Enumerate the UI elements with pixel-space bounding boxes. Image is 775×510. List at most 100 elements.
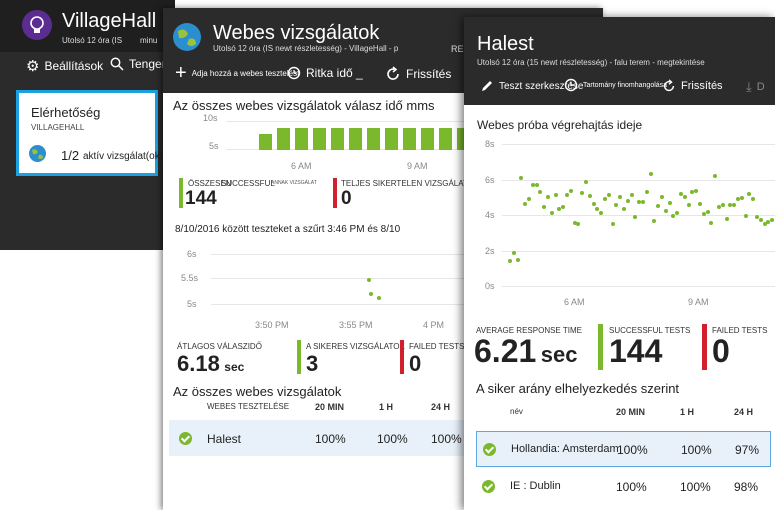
response-time-bar[interactable]	[349, 128, 362, 150]
data-point[interactable]	[549, 211, 554, 216]
data-point[interactable]	[515, 257, 520, 262]
data-point[interactable]	[519, 175, 524, 180]
response-time-bar[interactable]	[403, 128, 416, 150]
data-point[interactable]	[743, 213, 748, 218]
data-point[interactable]	[656, 203, 661, 208]
data-point[interactable]	[561, 204, 566, 209]
data-point[interactable]	[705, 210, 710, 215]
data-point[interactable]	[713, 174, 718, 179]
edit-test-button[interactable]: Teszt szerkesztése	[480, 79, 583, 93]
response-time-bar[interactable]	[295, 128, 308, 150]
data-point[interactable]	[633, 214, 638, 219]
response-time-bar[interactable]	[439, 128, 452, 150]
data-point[interactable]	[770, 217, 775, 222]
data-point[interactable]	[527, 197, 531, 202]
data-point[interactable]	[637, 199, 642, 204]
response-time-bar[interactable]	[277, 128, 290, 150]
data-point[interactable]	[595, 206, 600, 211]
search-button[interactable]: Tenger	[110, 57, 166, 71]
data-point[interactable]	[747, 191, 752, 196]
data-point[interactable]	[565, 193, 569, 198]
filtered-chart[interactable]: 6s 5.5s 5s 3:50 PM 3:55 PM 4 PM	[171, 244, 471, 334]
data-point[interactable]	[663, 208, 668, 213]
data-point[interactable]	[614, 203, 619, 208]
response-time-bar[interactable]	[367, 128, 380, 150]
data-point[interactable]	[576, 221, 581, 226]
response-time-bar[interactable]	[385, 128, 398, 150]
response-time-chart[interactable]: 10s 5s 6 AM 9 AM	[171, 113, 471, 173]
data-point[interactable]	[610, 222, 615, 227]
execution-time-chart[interactable]: 8s 6s 4s 2s 0s 6 AM 9 AM	[472, 135, 775, 310]
data-point[interactable]	[686, 203, 691, 208]
data-point[interactable]	[751, 196, 756, 201]
data-point[interactable]	[648, 172, 653, 177]
data-point[interactable]	[641, 199, 645, 204]
data-point[interactable]	[762, 221, 767, 226]
data-point[interactable]	[739, 195, 744, 200]
data-point[interactable]	[720, 202, 725, 207]
data-point[interactable]	[553, 192, 558, 197]
data-point[interactable]	[572, 220, 577, 225]
data-point[interactable]	[606, 193, 611, 198]
data-point[interactable]	[591, 202, 596, 207]
data-point[interactable]	[755, 214, 759, 219]
data-point[interactable]	[584, 179, 588, 184]
domain-button[interactable]: Tartomány finomhangolása	[564, 78, 667, 92]
data-point[interactable]	[724, 217, 729, 222]
response-time-bar[interactable]	[313, 128, 326, 150]
data-point[interactable]	[508, 259, 512, 264]
data-point[interactable]	[728, 203, 733, 208]
data-point[interactable]	[644, 189, 649, 194]
data-point[interactable]	[667, 201, 672, 206]
data-point[interactable]	[538, 189, 543, 194]
data-point[interactable]	[629, 192, 634, 197]
table-row[interactable]: Halest 100% 100% 100%	[169, 420, 469, 456]
data-point[interactable]	[682, 195, 687, 200]
data-point[interactable]	[511, 251, 516, 256]
data-point[interactable]	[736, 196, 740, 201]
data-point[interactable]	[732, 202, 737, 207]
data-point[interactable]	[694, 188, 699, 193]
data-point[interactable]	[534, 183, 539, 187]
settings-button[interactable]: ⚙ Beállítások	[26, 57, 103, 75]
download-button[interactable]: ⤓ D	[746, 79, 765, 95]
data-point[interactable]	[580, 191, 585, 196]
data-point[interactable]	[599, 211, 604, 216]
refresh-button[interactable]: Frissítés	[385, 66, 451, 82]
table-row[interactable]: IE : Dublin 100% 100% 98%	[476, 469, 771, 505]
data-point[interactable]	[369, 292, 373, 296]
refresh-button[interactable]: Frissítés	[662, 79, 723, 93]
data-point[interactable]	[701, 211, 706, 216]
data-point[interactable]	[675, 210, 680, 215]
data-point[interactable]	[717, 204, 721, 209]
time-range-button[interactable]: Ritka idő _	[287, 66, 363, 80]
data-point[interactable]	[709, 221, 714, 226]
data-point[interactable]	[530, 183, 535, 187]
data-point[interactable]	[603, 197, 607, 202]
data-point[interactable]	[618, 195, 623, 200]
data-point[interactable]	[671, 214, 676, 219]
data-point[interactable]	[557, 207, 562, 212]
data-point[interactable]	[758, 217, 763, 222]
data-point[interactable]	[542, 204, 547, 209]
response-time-bar[interactable]	[331, 128, 344, 150]
availability-tile[interactable]: Elérhetőség VILLAGEHALL 1/2 aktív vizsgá…	[16, 90, 163, 176]
data-point[interactable]	[679, 191, 683, 196]
data-point[interactable]	[622, 206, 626, 211]
data-point[interactable]	[766, 220, 771, 225]
data-point[interactable]	[568, 188, 573, 193]
add-web-test-button[interactable]: + Adja hozzá a webes tesztelést	[175, 63, 299, 83]
response-time-bar[interactable]	[421, 128, 434, 150]
data-point[interactable]	[660, 195, 664, 200]
data-point[interactable]	[698, 201, 702, 206]
data-point[interactable]	[690, 190, 695, 195]
data-point[interactable]	[587, 193, 592, 198]
data-point[interactable]	[523, 201, 528, 206]
table-row[interactable]: Hollandia: Amsterdam 100% 100% 97%	[476, 431, 771, 467]
data-point[interactable]	[546, 195, 550, 200]
data-point[interactable]	[652, 218, 657, 223]
data-point[interactable]	[377, 296, 381, 300]
data-point[interactable]	[625, 198, 630, 203]
response-time-bar[interactable]	[259, 134, 272, 150]
data-point[interactable]	[367, 278, 371, 282]
